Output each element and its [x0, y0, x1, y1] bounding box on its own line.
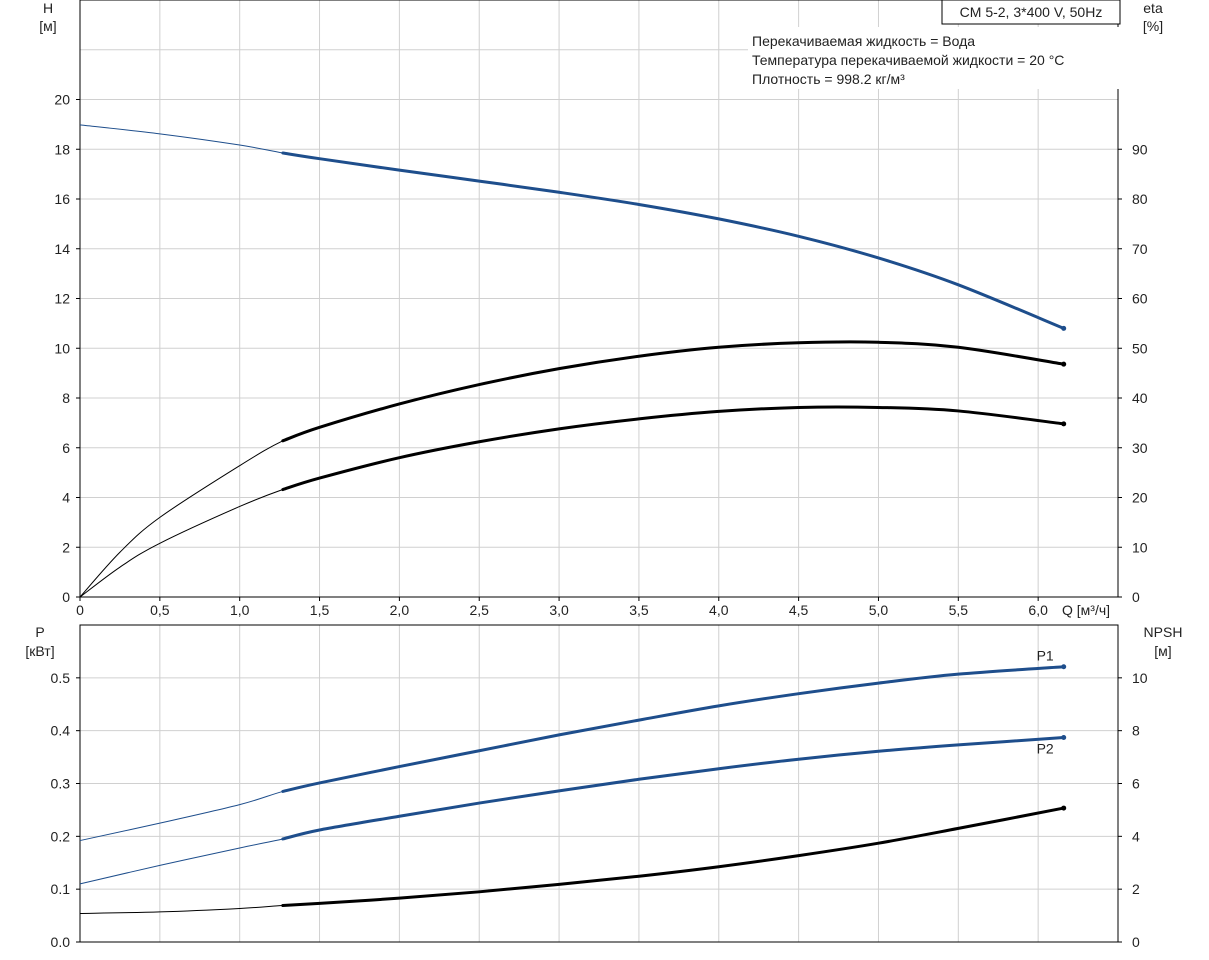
- y-right-tick-label: 90: [1132, 141, 1148, 157]
- y-left-tick-label: 0.1: [51, 881, 71, 897]
- x-tick-label: 3,0: [549, 602, 569, 618]
- model-label-box: [941, 0, 1121, 25]
- y-right-tick-label: 8: [1132, 723, 1140, 739]
- x-tick-label: 2,0: [390, 602, 410, 618]
- y-left-tick-label: 0: [62, 589, 70, 605]
- curve-end-point: [1061, 805, 1067, 811]
- y-right-tick-label: 10: [1132, 539, 1148, 555]
- series-label-p1: P1: [1037, 648, 1054, 664]
- x-tick-label: 0,5: [150, 602, 170, 618]
- y-left-axis-unit: [м]: [39, 18, 56, 34]
- y-left-tick-label: 0.4: [51, 723, 71, 739]
- y-right-tick-label: 70: [1132, 241, 1148, 257]
- x-tick-label: 2,5: [469, 602, 489, 618]
- x-tick-label: 4,5: [789, 602, 809, 618]
- series-label-p2: P2: [1037, 741, 1054, 757]
- curve-thin-P1: [79, 666, 1064, 842]
- y-right-tick-label: 40: [1132, 390, 1148, 406]
- x-tick-label: 4,0: [709, 602, 729, 618]
- x-tick-label: 5,5: [949, 602, 969, 618]
- y-right-axis-unit: [м]: [1154, 643, 1171, 659]
- y-right-axis-title: eta: [1143, 0, 1163, 16]
- y-right-tick-label: 0: [1132, 589, 1140, 605]
- y-left-tick-label: 10: [54, 340, 70, 356]
- x-tick-label: 6,0: [1028, 602, 1048, 618]
- y-left-tick-label: 18: [54, 141, 70, 157]
- curve-operating-P2: [281, 736, 1066, 841]
- curve-thin-series-1-2: [79, 807, 1064, 914]
- y-left-tick-label: 14: [54, 241, 70, 257]
- curve-operating-series-0-0: [281, 151, 1066, 330]
- y-left-tick-label: 2: [62, 539, 70, 555]
- curve-end-point: [1061, 735, 1067, 741]
- y-left-tick-label: 12: [54, 291, 70, 307]
- y-right-tick-label: 2: [1132, 881, 1140, 897]
- x-axis-title: Q [м³/ч]: [1062, 602, 1110, 618]
- y-left-tick-label: 0.0: [51, 934, 71, 950]
- y-left-tick-label: 0.2: [51, 828, 71, 844]
- info-line: Перекачиваемая жидкость = Вода: [752, 33, 975, 49]
- y-left-tick-label: 16: [54, 191, 70, 207]
- y-left-axis-title: H: [43, 0, 53, 16]
- model-label: CM 5-2, 3*400 V, 50Hz: [960, 4, 1103, 20]
- y-right-tick-label: 10: [1132, 670, 1148, 686]
- curve-operating-P1: [281, 665, 1066, 793]
- y-right-tick-label: 6: [1132, 776, 1140, 792]
- y-right-tick-label: 80: [1132, 191, 1148, 207]
- y-left-tick-label: 6: [62, 440, 70, 456]
- x-tick-label: 0: [76, 602, 84, 618]
- y-right-tick-label: 4: [1132, 828, 1140, 844]
- y-left-axis-unit: [кВт]: [25, 643, 54, 659]
- x-tick-label: 3,5: [629, 602, 649, 618]
- curve-end-point: [1061, 421, 1067, 427]
- y-right-tick-label: 50: [1132, 340, 1148, 356]
- y-right-tick-label: 30: [1132, 440, 1148, 456]
- y-left-tick-label: 0.5: [51, 670, 71, 686]
- curve-operating-series-1-2: [281, 806, 1066, 908]
- info-block-bg: [748, 27, 1120, 89]
- x-tick-label: 1,5: [310, 602, 330, 618]
- x-tick-label: 1,0: [230, 602, 250, 618]
- curve-operating-series-0-1: [281, 340, 1066, 443]
- info-line: Температура перекачиваемой жидкости = 20…: [752, 52, 1064, 68]
- y-left-tick-label: 8: [62, 390, 70, 406]
- curve-thin-series-0-1: [79, 341, 1064, 598]
- info-line: Плотность = 998.2 кг/м³: [752, 71, 905, 87]
- curve-end-point: [1061, 361, 1067, 367]
- curve-operating-series-0-2: [281, 405, 1066, 492]
- curve-thin-series-0-2: [79, 406, 1064, 598]
- y-left-tick-label: 4: [62, 490, 70, 506]
- x-tick-label: 5,0: [869, 602, 889, 618]
- y-right-axis-title: NPSH: [1144, 624, 1183, 640]
- y-left-tick-label: 0.3: [51, 776, 71, 792]
- curve-end-point: [1061, 325, 1067, 331]
- curve-thin-P2: [79, 737, 1064, 885]
- y-left-axis-title: P: [35, 624, 44, 640]
- curve-end-point: [1061, 664, 1067, 670]
- y-right-tick-label: 60: [1132, 291, 1148, 307]
- y-right-tick-label: 20: [1132, 490, 1148, 506]
- y-right-axis-unit: [%]: [1143, 18, 1163, 34]
- y-right-tick-label: 0: [1132, 934, 1140, 950]
- y-left-tick-label: 20: [54, 92, 70, 108]
- curve-thin-series-0-0: [79, 124, 1064, 329]
